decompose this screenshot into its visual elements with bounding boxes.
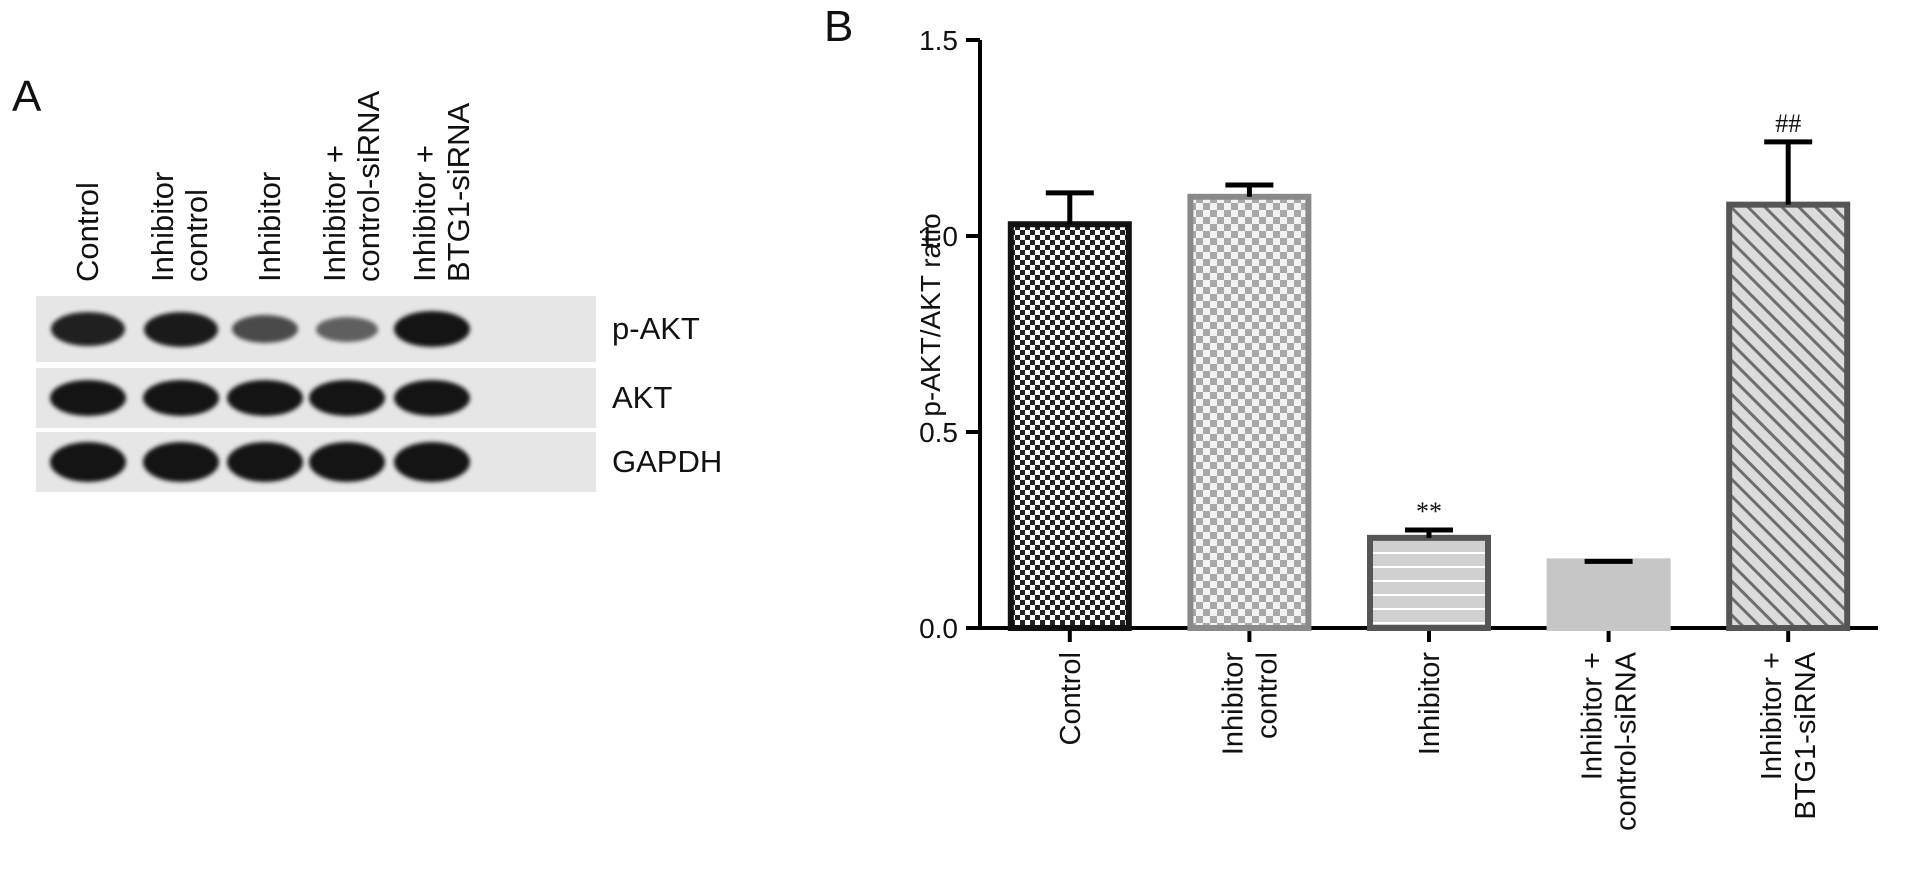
- blot-band: [394, 442, 470, 482]
- x-tick-label-line: Inhibitor +: [1577, 652, 1609, 780]
- x-tick-label: Inhibitor + BTG1-siRNA: [1756, 651, 1822, 819]
- lane-label: Control: [70, 182, 105, 282]
- x-tick-label-line: BTG1-siRNA: [1790, 651, 1822, 819]
- bar-chart: 0.00.51.01.5 **## Control Inhibitor contro…: [915, 25, 1878, 831]
- blot-band: [143, 380, 219, 416]
- panel-b-letter: B: [824, 2, 854, 51]
- bar: [1187, 193, 1312, 632]
- blot-band: [50, 380, 126, 416]
- blot-band: [394, 311, 470, 347]
- lane-label-line: control-siRNA: [351, 90, 386, 282]
- western-blot-panel: Control Inhibitor control Inhibitor Inhibito…: [0, 0, 760, 879]
- blot-label: AKT: [612, 380, 673, 415]
- x-tick-label: Control: [1055, 652, 1087, 746]
- blot-band: [309, 442, 385, 482]
- y-tick-label: 1.5: [919, 25, 958, 56]
- lane-label: Inhibitor control: [145, 171, 214, 282]
- blot-band: [50, 442, 126, 482]
- y-tick-label: 1.0: [919, 221, 958, 252]
- lane-label-line: BTG1-siRNA: [441, 102, 476, 282]
- y-tick-label: 0.0: [919, 613, 958, 644]
- blot-band: [51, 312, 125, 346]
- lane-label-line: Inhibitor +: [407, 144, 442, 282]
- y-axis-label: p-AKT/AKT ratio: [915, 213, 946, 416]
- blot-band: [394, 380, 470, 416]
- bar: [1367, 534, 1491, 632]
- blot-label: GAPDH: [612, 444, 723, 479]
- x-tick-label-line: Inhibitor: [1217, 652, 1249, 756]
- blot-band: [143, 311, 219, 347]
- blot-band: [143, 442, 219, 482]
- lane-label-line: Inhibitor +: [317, 144, 352, 282]
- lane-label: Inhibitor + BTG1-siRNA: [407, 102, 476, 282]
- blot-band: [227, 442, 303, 482]
- x-tick-label: Inhibitor control: [1217, 652, 1283, 756]
- blot-band: [316, 316, 378, 342]
- lane-label-line: Control: [70, 182, 105, 282]
- x-tick-label: Inhibitor + control-siRNA: [1577, 651, 1643, 831]
- x-tick-labels: Control Inhibitor control Inhibitor Inhibito…: [1055, 651, 1822, 831]
- significance-label: **: [1416, 497, 1442, 526]
- bar: [1726, 201, 1851, 631]
- chart-bars: ** ##: [1007, 109, 1851, 632]
- x-tick-label: Inhibitor: [1414, 652, 1446, 756]
- x-tick-label-line: Inhibitor +: [1756, 652, 1788, 780]
- x-tick-label-line: Control: [1055, 652, 1087, 746]
- panel-a-letter: A: [12, 72, 42, 121]
- lane-label-line: Inhibitor: [252, 171, 287, 282]
- significance-label: ##: [1775, 109, 1801, 138]
- bar: [1007, 221, 1132, 632]
- bar: [1546, 558, 1671, 631]
- y-tick-label: 0.5: [919, 417, 958, 448]
- x-tick-label-line: Inhibitor: [1414, 652, 1446, 756]
- blot-band: [232, 315, 298, 343]
- lane-label: Inhibitor: [252, 171, 287, 282]
- lane-label: Inhibitor + control-siRNA: [317, 90, 386, 282]
- x-tick-label-line: control-siRNA: [1611, 651, 1643, 831]
- lane-label-line: Inhibitor: [145, 171, 180, 282]
- x-tick-label-line: control: [1251, 652, 1283, 739]
- lane-label-line: control: [179, 188, 214, 282]
- blot-band: [227, 380, 303, 416]
- blot-label: p-AKT: [612, 311, 700, 346]
- blot-strip: [36, 296, 596, 362]
- blot-band: [309, 380, 385, 416]
